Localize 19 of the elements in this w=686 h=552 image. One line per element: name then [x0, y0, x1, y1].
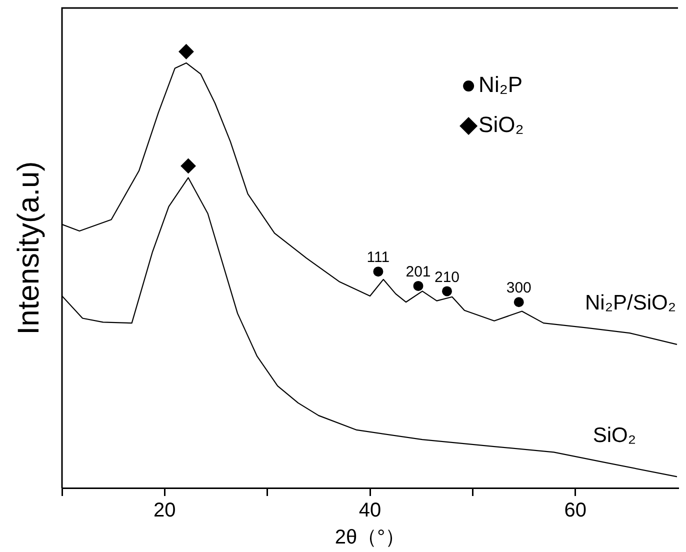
annotation: 210	[434, 268, 460, 286]
series-label: Ni₂P/SiO₂	[585, 292, 676, 315]
point	[514, 297, 524, 308]
point	[413, 280, 424, 291]
point	[178, 44, 194, 60]
legend-label: Ni₂P	[478, 72, 523, 98]
annotation: 300	[506, 280, 532, 297]
point	[180, 158, 196, 174]
series-label: SiO₂	[592, 424, 636, 447]
y-axis-title: Intensity(a.u)	[12, 161, 46, 335]
x-tick-label: 20	[154, 500, 176, 522]
x-tick-label: 40	[358, 500, 382, 522]
legend-label: SiO₂	[478, 112, 524, 138]
annotation: 111	[366, 249, 390, 266]
annotation: 201	[406, 264, 431, 281]
x-axis-title: 2θ（°）	[334, 526, 406, 549]
x-tick-label: 60	[564, 500, 586, 522]
point	[442, 286, 452, 296]
point	[373, 266, 384, 277]
